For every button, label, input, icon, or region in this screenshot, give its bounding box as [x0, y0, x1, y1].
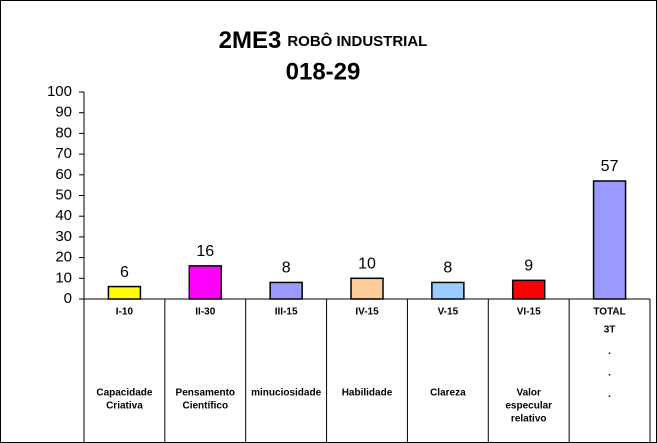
bar — [592, 180, 627, 300]
chart-title-line: 2ME3 ROBÔ INDUSTRIAL — [219, 27, 428, 54]
x-tick-label: TOTAL — [593, 307, 625, 318]
value-label: 57 — [601, 158, 619, 175]
value-label: 16 — [196, 243, 214, 260]
category-note: . — [608, 368, 611, 379]
bar — [188, 265, 223, 300]
category-description: Científico — [183, 401, 229, 412]
category-description: Criativa — [106, 401, 143, 412]
category-description: Valor — [516, 388, 541, 399]
category-description: Capacidade — [96, 388, 153, 399]
y-tick-label: 70 — [55, 145, 72, 162]
chart-title: 2ME3 — [219, 27, 282, 54]
y-tick-label: 10 — [55, 269, 72, 286]
category-description: minuciosidade — [251, 388, 321, 399]
x-tick-label: I-10 — [116, 307, 134, 318]
y-tick-label: 20 — [55, 249, 72, 266]
y-tick-label: 0 — [64, 290, 72, 307]
bar — [431, 281, 465, 300]
chart-title-suffix: ROBÔ INDUSTRIAL — [287, 32, 427, 50]
value-label: 8 — [282, 260, 291, 277]
x-tick-label: V-15 — [438, 307, 459, 318]
y-tick-label: 100 — [47, 83, 72, 100]
value-label: 6 — [120, 264, 129, 281]
y-tick-label: 40 — [55, 207, 72, 224]
x-tick-label: III-15 — [275, 307, 298, 318]
bar — [350, 277, 384, 300]
chart-subtitle: 018-29 — [286, 58, 361, 85]
category-description: especular — [505, 401, 552, 412]
bar — [107, 285, 142, 300]
category-description: Pensamento — [176, 388, 235, 399]
category-description: Habilidade — [342, 388, 393, 399]
bar — [269, 281, 303, 300]
y-tick-label: 80 — [55, 124, 72, 141]
category-note: 3T — [604, 325, 616, 336]
y-tick-label: 90 — [55, 104, 72, 121]
category-note: . — [608, 346, 611, 357]
x-tick-label: II-30 — [195, 307, 215, 318]
x-tick-label: IV-15 — [355, 307, 379, 318]
y-tick-label: 30 — [55, 228, 72, 245]
y-tick-label: 60 — [55, 166, 72, 183]
category-description: Clareza — [430, 388, 466, 399]
bar — [511, 279, 546, 300]
category-note: . — [608, 389, 611, 400]
category-description: relativo — [511, 414, 547, 425]
value-label: 8 — [443, 260, 452, 277]
value-label: 10 — [358, 256, 376, 273]
x-tick-label: VI-15 — [517, 307, 541, 318]
value-label: 9 — [524, 258, 533, 275]
y-tick-label: 50 — [55, 186, 72, 203]
